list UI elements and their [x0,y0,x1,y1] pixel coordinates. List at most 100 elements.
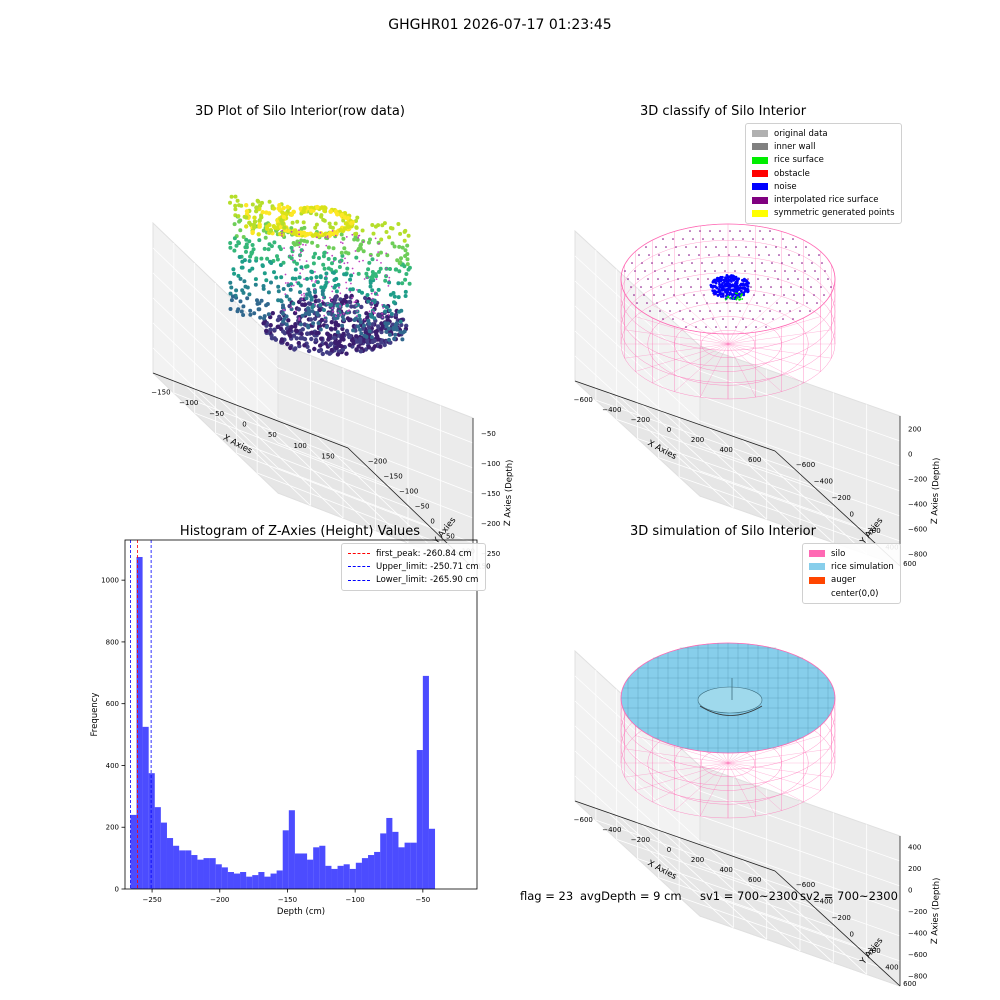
raw-point [403,248,408,253]
raw-plot-title: 3D Plot of Silo Interior(row data) [195,104,405,119]
raw-surface-point [323,314,326,317]
cls-interpolated-point [716,302,718,304]
cls-interpolated-point [695,326,697,328]
raw-point [397,244,402,249]
cls-interpolated-point [668,254,670,256]
raw-point [229,194,234,199]
cls-noise-point [724,276,727,280]
raw-surface-point [292,284,295,287]
raw-point [340,314,345,319]
raw-point [362,333,367,338]
sim-y-tick: 0 [850,931,854,939]
raw-surface-point [328,281,330,283]
raw-point [243,245,248,250]
raw-point [257,238,262,243]
raw-point [242,279,247,284]
cls-interpolated-point [638,254,640,256]
raw-point [394,327,399,332]
raw-point [333,221,338,226]
raw-surface-point [305,260,308,262]
cls-interpolated-point [631,262,633,264]
cls-interpolated-point [764,270,766,272]
raw-point [313,225,318,230]
raw-point [335,212,340,217]
cls-noise-point [734,277,738,281]
cls-interpolated-point [811,262,813,264]
cls-interpolated-point [719,310,721,312]
hist-bar [160,822,167,889]
cls-interpolated-point [722,318,724,320]
raw-point [366,344,371,350]
raw-point [319,214,324,219]
raw-point [281,260,286,265]
cls-interpolated-point [654,270,656,272]
raw-3d-plot: −150−100−50050100150−200−150−100−5005010… [151,194,515,571]
cls-x-tick: 400 [719,446,732,454]
raw-point [339,337,344,342]
raw-point [288,345,293,351]
raw-point [328,209,334,214]
raw-point [351,328,356,333]
hist-bar [173,845,180,889]
raw-surface-point [342,312,345,315]
raw-point [291,301,296,306]
cls-interpolated-point [754,270,756,272]
cls-interpolated-point [698,254,700,256]
legend-line-swatch [348,566,370,568]
raw-point [392,244,397,249]
raw-point [402,238,407,243]
cls-interpolated-point [765,246,767,248]
legend-label: auger [831,575,856,586]
raw-z-label: Z Axies (Depth) [503,459,515,526]
figure-title: GHGHR01 2026-07-17 01:23:45 [388,17,612,33]
legend-label: silo [831,548,846,559]
raw-point [327,221,332,226]
raw-point [268,327,273,332]
raw-point [276,289,281,294]
raw-surface-point [283,247,285,250]
raw-surface-point [335,315,337,317]
cls-interpolated-point [669,310,671,312]
raw-x-tick: −150 [151,388,170,396]
cls-interpolated-point [772,238,774,240]
cls-interpolated-point [667,278,669,280]
hist-bar [130,814,137,889]
legend-entry: first_peak: -260.84 cm [348,547,479,560]
legend-label: center(0,0) [831,588,879,599]
cls-interpolated-point [769,230,771,232]
raw-point [374,329,379,334]
raw-point [248,308,253,313]
raw-point [333,283,338,288]
raw-point [344,351,349,356]
raw-point [317,256,321,260]
raw-x-tick: 100 [294,442,307,450]
cls-interpolated-point [719,230,721,232]
cls-noise-point [738,292,742,296]
raw-point [399,322,404,328]
raw-point [300,313,305,318]
raw-point [279,275,284,280]
raw-point [261,286,266,291]
cls-interpolated-point [790,286,792,288]
raw-point [402,329,407,334]
simulation-legend: silo rice simulation auger center(0,0) [802,543,901,605]
cls-interpolated-point [780,286,782,288]
legend-label: original data [774,128,828,139]
raw-point [352,237,357,242]
raw-surface-point [341,242,344,245]
raw-point [387,332,392,337]
cls-interpolated-point [685,246,687,248]
raw-surface-point [291,259,294,261]
raw-surface-point [375,278,378,280]
raw-surface-point [385,274,388,277]
legend-entry: auger [809,574,894,587]
raw-point [336,323,341,328]
raw-point [271,206,277,211]
raw-point [256,232,261,237]
raw-point [306,287,311,292]
hist-bar [319,845,326,889]
raw-point [297,275,302,280]
raw-point [326,311,331,316]
cls-interpolated-point [637,278,639,280]
cls-interpolated-point [702,238,704,240]
